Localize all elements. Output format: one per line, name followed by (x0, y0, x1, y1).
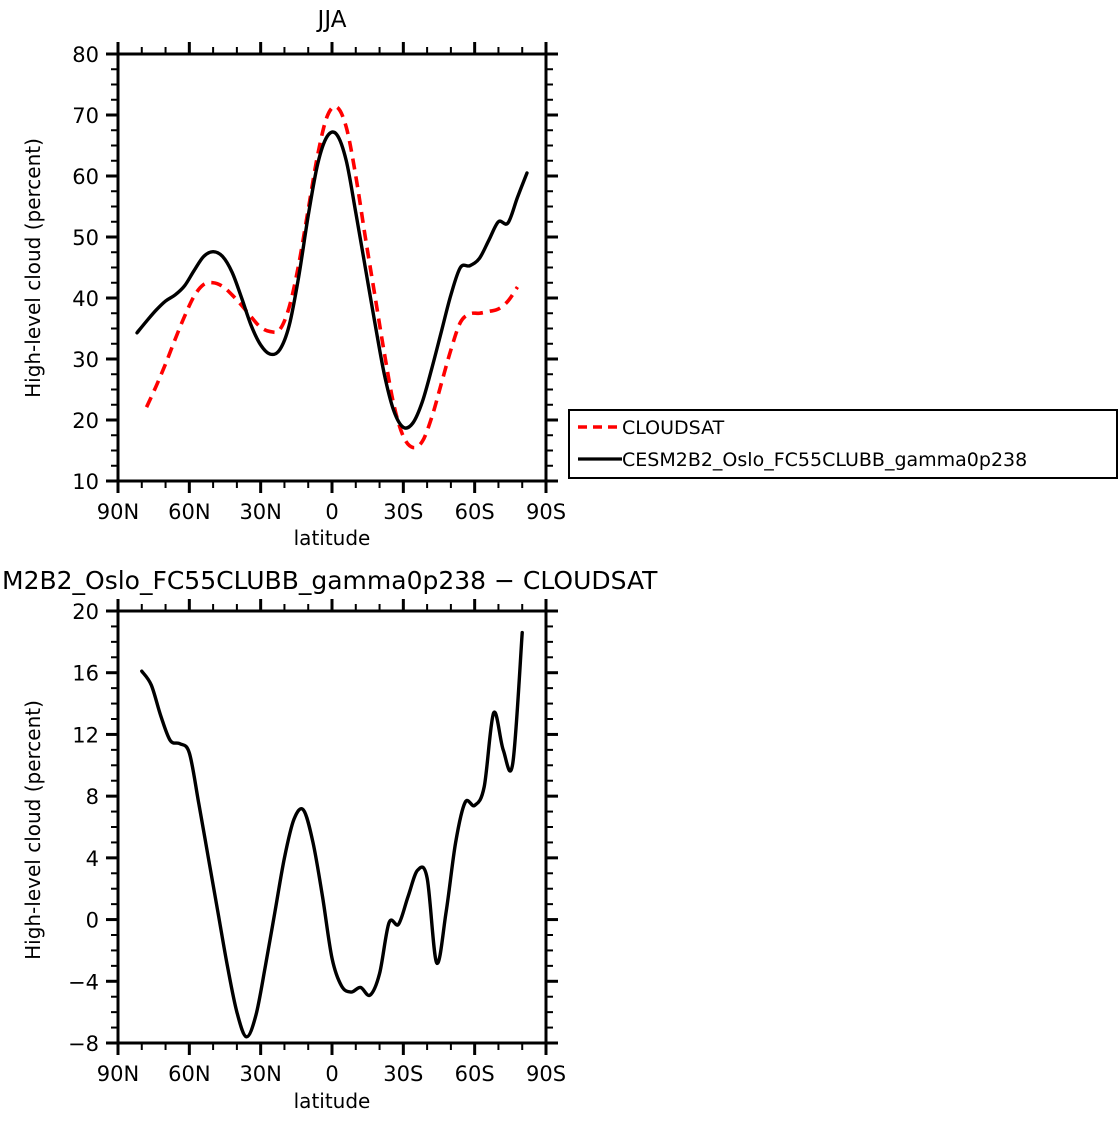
top-panel-tick-labels: 90N 60N 30N 0 30S 60S 90S 10 20 30 40 50 60 70 80 (72, 43, 566, 524)
x-tick-label: 30N (239, 500, 281, 524)
y-tick-label: 30 (72, 348, 99, 372)
y-tick-label: 70 (72, 104, 99, 128)
x-tick-label: 90N (97, 500, 139, 524)
x-tick-label: 0 (325, 500, 338, 524)
series-line-dashed (144, 104, 519, 450)
bottom-panel-ylabel: High-level cloud (percent) (21, 700, 45, 960)
top-panel-ylabel: High-level cloud (percent) (21, 138, 45, 398)
bottom-panel-xlabel: latitude (294, 1089, 371, 1113)
x-tick-label: 60S (455, 1062, 495, 1086)
legend-box (568, 409, 1118, 479)
y-tick-label: 4 (86, 847, 99, 871)
top-panel-series (135, 104, 529, 450)
y-tick-label: 12 (72, 723, 99, 747)
legend: CLOUDSAT CESM2B2_Oslo_FC55CLUBB_gamma0p2… (568, 409, 1118, 479)
x-tick-label: 90S (526, 500, 566, 524)
y-tick-label: 0 (86, 909, 99, 933)
legend-label-cloudsat: CLOUDSAT (622, 417, 725, 439)
y-tick-label: 10 (72, 470, 99, 494)
bottom-panel-axes (106, 599, 558, 1055)
y-tick-label: 60 (72, 165, 99, 189)
top-panel-axes (106, 42, 558, 493)
bottom-panel-tick-labels: 90N 60N 30N 0 30S 60S 90S −8 −4 0 4 8 12 16 20 (68, 600, 566, 1086)
x-tick-label: 30N (239, 1062, 281, 1086)
x-tick-label: 30S (383, 1062, 423, 1086)
y-tick-label: 20 (72, 409, 99, 433)
top-panel-xlabel: latitude (294, 526, 371, 550)
top-panel-title: JJA (316, 7, 347, 33)
x-tick-label: 0 (325, 1062, 338, 1086)
series-line-solid (135, 130, 529, 430)
y-tick-label: 8 (86, 785, 99, 809)
y-tick-label: 50 (72, 226, 99, 250)
x-tick-label: 30S (383, 500, 423, 524)
legend-label-model: CESM2B2_Oslo_FC55CLUBB_gamma0p238 (622, 449, 1027, 471)
y-tick-label: −4 (68, 970, 99, 994)
y-tick-label: 80 (72, 43, 99, 67)
x-tick-label: 90N (97, 1062, 139, 1086)
x-tick-label: 60S (455, 500, 495, 524)
y-tick-label: 16 (72, 662, 99, 686)
series-line-solid (140, 630, 524, 1039)
y-tick-label: 20 (72, 600, 99, 624)
bottom-panel-series (140, 630, 524, 1039)
bottom-panel-title: M2B2_Oslo_FC55CLUBB_gamma0p238 − CLOUDSA… (2, 566, 658, 595)
x-tick-label: 60N (168, 500, 210, 524)
top-panel: JJA 90N 60N 30N 0 30S 60S 90S1020304050607080 … (21, 7, 566, 550)
y-tick-label: 40 (72, 287, 99, 311)
bottom-panel: M2B2_Oslo_FC55CLUBB_gamma0p238 − CLOUDSA… (2, 566, 658, 1113)
x-tick-label: 90S (526, 1062, 566, 1086)
y-tick-label: −8 (68, 1032, 99, 1056)
x-tick-label: 60N (168, 1062, 210, 1086)
